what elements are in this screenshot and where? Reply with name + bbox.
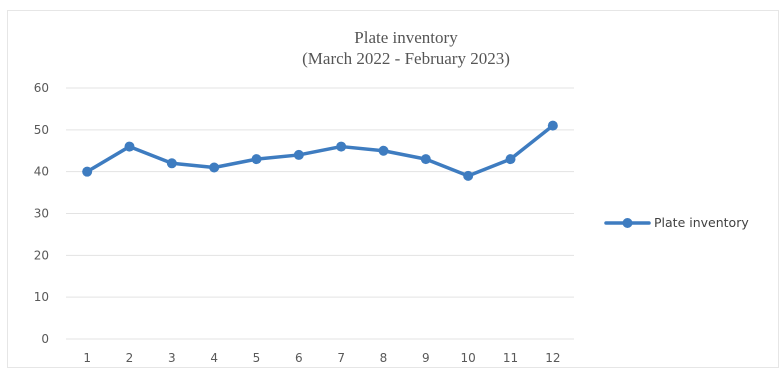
y-axis: 0 10 20 30 40 50 60 [34,81,49,346]
data-point [124,141,135,152]
x-tick-label: 5 [253,351,261,365]
series-layer [82,120,558,181]
y-tick-label: 30 [34,207,49,221]
legend-label: Plate inventory [654,215,749,230]
legend-marker-swatch [622,218,633,228]
y-tick-label: 40 [34,165,49,179]
data-point [82,166,93,177]
chart-subtitle: (March 2022 - February 2023) [302,49,510,68]
x-tick-label: 3 [168,351,176,365]
x-tick-label: 6 [295,351,303,365]
x-tick-label: 11 [503,351,518,365]
y-tick-label: 10 [34,290,49,304]
gridlines [66,87,574,340]
data-point [251,154,262,165]
data-point [547,120,558,131]
data-point [209,162,220,173]
series-line [85,123,555,178]
x-tick-label: 12 [545,351,560,365]
line-chart: Plate inventory (March 2022 - February 2… [34,28,750,365]
x-tick-label: 9 [422,351,430,365]
y-tick-label: 50 [34,123,49,137]
data-point [293,149,304,160]
data-point [463,170,474,181]
x-tick-label: 2 [126,351,134,365]
data-point [166,158,177,169]
data-point [336,141,347,152]
chart-title: Plate inventory [354,28,458,47]
y-tick-label: 20 [34,248,49,262]
x-axis: 1 2 3 4 5 6 7 8 9 10 11 12 [83,351,560,365]
chart-frame: Plate inventory (March 2022 - February 2… [7,10,779,368]
y-tick-label: 0 [41,332,49,346]
x-tick-label: 7 [337,351,345,365]
y-tick-label: 60 [34,81,49,95]
data-point [420,154,431,165]
data-point [505,154,516,165]
x-tick-label: 10 [461,351,476,365]
x-tick-label: 8 [380,351,388,365]
x-tick-label: 4 [210,351,218,365]
legend: Plate inventory [604,215,749,230]
data-point [378,145,389,156]
x-tick-label: 1 [83,351,91,365]
